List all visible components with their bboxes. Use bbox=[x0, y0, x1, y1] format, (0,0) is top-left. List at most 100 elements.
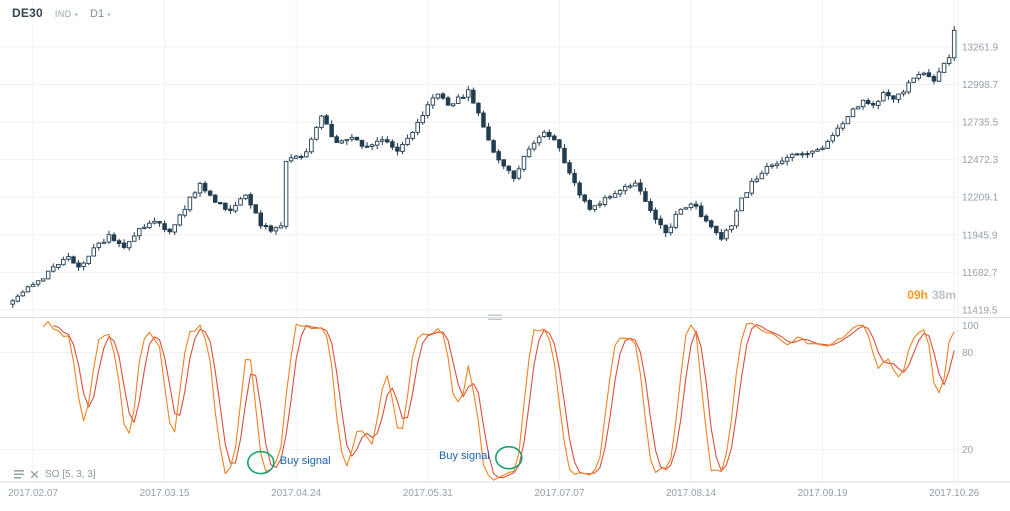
candle-body bbox=[35, 280, 41, 285]
candle-body bbox=[653, 209, 658, 220]
candle-body bbox=[40, 278, 46, 282]
candle-body bbox=[805, 153, 810, 156]
chart-header: DE30 IND ▾ D1 ▾ bbox=[12, 6, 111, 20]
y-axis-tick-label: 12209.1 bbox=[962, 193, 999, 204]
candle-body bbox=[71, 256, 76, 264]
candle-body bbox=[759, 172, 765, 180]
candle-body bbox=[708, 220, 714, 228]
candle-body bbox=[810, 150, 815, 154]
stochastic-d-line bbox=[53, 324, 955, 479]
candle-body bbox=[288, 157, 294, 162]
buy-signal-label: Buy signal bbox=[439, 449, 490, 462]
candle-body bbox=[304, 151, 309, 158]
y-axis-tick-label: 13261.9 bbox=[962, 42, 999, 53]
candle-body bbox=[850, 108, 856, 118]
candle-body bbox=[471, 89, 476, 104]
candle-body bbox=[106, 234, 112, 243]
indicator-settings-icon[interactable] bbox=[14, 470, 24, 479]
candle-body bbox=[855, 106, 861, 110]
gridlines bbox=[0, 0, 958, 482]
candle-body bbox=[25, 286, 31, 293]
candle-body bbox=[547, 131, 552, 137]
candle-body bbox=[30, 284, 36, 288]
candle-body bbox=[800, 153, 805, 156]
candle-body bbox=[263, 225, 269, 228]
y-axis-tick-label: 12735.5 bbox=[962, 118, 999, 129]
candle-body bbox=[739, 197, 744, 212]
candle-body bbox=[273, 227, 279, 232]
candle-body bbox=[587, 200, 593, 210]
candle-body bbox=[643, 191, 648, 202]
candle-body bbox=[906, 82, 911, 93]
candle-body bbox=[744, 192, 749, 199]
candle-body bbox=[142, 226, 147, 229]
candle-body bbox=[359, 140, 365, 147]
chevron-down-icon: ▾ bbox=[74, 12, 79, 19]
candle-body bbox=[344, 139, 350, 142]
candle-body bbox=[460, 96, 466, 99]
candle-body bbox=[931, 76, 937, 82]
candle-body bbox=[607, 196, 613, 199]
candle-body bbox=[415, 121, 420, 133]
candle-body bbox=[268, 225, 274, 232]
oscillator-tick-label: 20 bbox=[962, 445, 974, 456]
chevron-down-icon: ▾ bbox=[107, 12, 111, 19]
candle-body bbox=[582, 194, 587, 202]
candle-body bbox=[784, 157, 790, 162]
candle-body bbox=[486, 126, 491, 141]
countdown-hours: 09h bbox=[907, 288, 928, 302]
timeframe-dropdown[interactable]: D1 ▾ bbox=[90, 8, 111, 20]
indicator-remove-icon[interactable] bbox=[30, 470, 39, 479]
candle-body bbox=[876, 100, 881, 106]
candle-body bbox=[668, 226, 674, 234]
candle-body bbox=[374, 140, 380, 146]
candle-body bbox=[162, 223, 167, 231]
candle-body bbox=[891, 95, 896, 100]
candle-body bbox=[840, 123, 846, 129]
candle-body bbox=[192, 192, 198, 198]
candle-body bbox=[197, 182, 203, 194]
candle-body bbox=[283, 160, 289, 227]
candle-body bbox=[622, 185, 628, 192]
candle-body bbox=[248, 194, 253, 206]
candle-body bbox=[466, 89, 471, 98]
candle-body bbox=[329, 124, 334, 138]
candle-body bbox=[45, 270, 51, 280]
candle-body bbox=[147, 222, 152, 229]
candle-body bbox=[845, 116, 851, 125]
candle-body bbox=[385, 139, 390, 143]
candle-body bbox=[633, 182, 638, 187]
candle-body bbox=[602, 197, 608, 205]
panel-resize-handle[interactable] bbox=[488, 314, 502, 320]
candle-body bbox=[218, 202, 223, 205]
candle-body bbox=[916, 74, 922, 79]
candle-body bbox=[506, 165, 512, 171]
candle-body bbox=[455, 96, 461, 104]
candle-body bbox=[820, 147, 825, 150]
x-axis-tick-label: 2017.09.19 bbox=[798, 488, 848, 499]
candle-body bbox=[536, 136, 542, 144]
candle-body bbox=[81, 262, 86, 267]
candle-body bbox=[61, 258, 66, 266]
candle-body bbox=[638, 182, 643, 192]
instrument-type-label: IND bbox=[54, 9, 72, 19]
candle-body bbox=[202, 182, 208, 192]
candle-body bbox=[673, 213, 679, 228]
candle-body bbox=[177, 214, 183, 226]
candle-body bbox=[921, 72, 927, 76]
candle-body bbox=[238, 198, 243, 206]
candle-body bbox=[896, 93, 901, 100]
candle-body bbox=[881, 92, 886, 102]
candle-body bbox=[830, 134, 835, 142]
candle-body bbox=[617, 190, 623, 195]
candle-body bbox=[223, 202, 228, 210]
candle-body bbox=[951, 29, 957, 59]
instrument-type-dropdown[interactable]: IND ▾ bbox=[55, 9, 78, 19]
candle-body bbox=[111, 234, 117, 241]
candle-body bbox=[911, 77, 916, 83]
countdown-minutes: 38m bbox=[931, 288, 956, 302]
candle-body bbox=[678, 208, 684, 215]
candle-body bbox=[445, 97, 451, 106]
